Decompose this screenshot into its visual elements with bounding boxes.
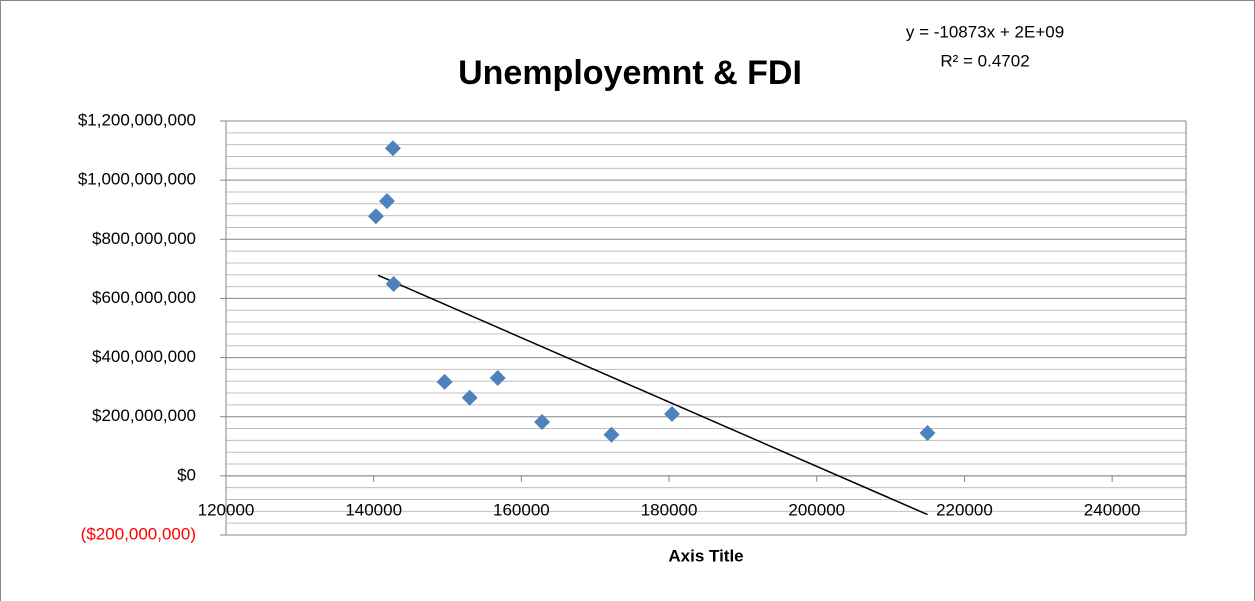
y-tick-label: $0 [177,465,196,484]
x-tick-label: 140000 [345,500,402,519]
scatter-point [919,424,936,441]
trendline [377,274,928,516]
x-tick-label: 120000 [198,500,255,519]
scatter-point [603,426,620,443]
x-tick-label: 240000 [1084,500,1141,519]
x-axis-title: Axis Title [668,546,743,565]
scatter-point [664,406,681,423]
x-tick-label: 180000 [641,500,698,519]
r-squared: R² = 0.4702 [940,51,1029,70]
y-tick-label: ($200,000,000) [81,524,196,543]
y-tick-label: $1,200,000,000 [78,110,196,129]
chart-title: Unemployemnt & FDI [458,54,802,92]
scatter-point [534,414,551,431]
trendline-equation: y = -10873x + 2E+09 [906,22,1064,41]
scatter-point [385,275,402,292]
scatter-point [384,140,401,157]
scatter-point [367,208,384,225]
x-tick-label: 200000 [788,500,845,519]
scatter-point [489,369,506,386]
x-tick-label: 220000 [936,500,993,519]
y-tick-label: $1,000,000,000 [78,170,196,189]
scatter-point [378,193,395,210]
y-tick-label: $800,000,000 [92,229,196,248]
y-tick-label: $200,000,000 [92,406,196,425]
x-tick-label: 160000 [493,500,550,519]
y-tick-label: $600,000,000 [92,288,196,307]
scatter-point [461,389,478,406]
y-tick-label: $400,000,000 [92,347,196,366]
scatter-point [436,373,453,390]
